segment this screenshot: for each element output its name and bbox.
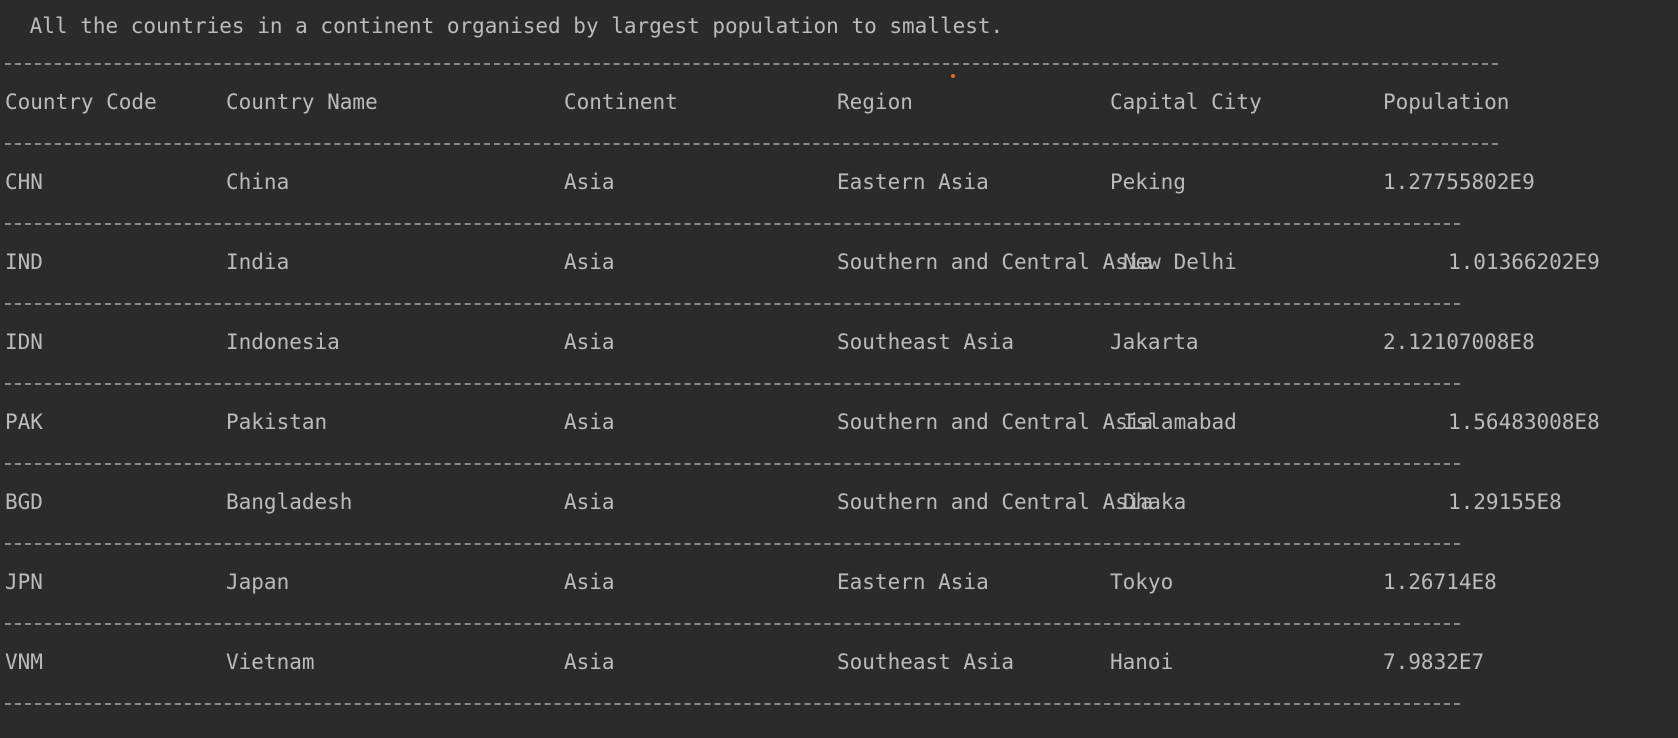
cell-population: 1.56483008E8 [1448,410,1600,434]
caret-marker [951,74,955,78]
cell-continent: Asia [564,570,615,594]
cell-population: 1.01366202E9 [1448,250,1600,274]
cell-country-name: Bangladesh [226,490,353,514]
cell-population: 1.26714E8 [1383,570,1497,594]
header-country-name: Country Name [226,90,378,114]
cell-continent: Asia [564,250,615,274]
cell-country-name: Indonesia [226,330,340,354]
cell-region: Southeast Asia [837,650,1015,674]
cell-country-code: JPN [5,570,43,594]
cell-capital-city: Dhaka [1123,490,1187,514]
cell-region: Southern and Central Asia [837,490,1154,514]
header-country-code: Country Code [5,90,157,114]
cell-population: 1.29155E8 [1448,490,1562,514]
cell-region: Eastern Asia [837,570,989,594]
cell-country-name: China [226,170,290,194]
separator-line [5,383,1460,385]
cell-country-name: Pakistan [226,410,328,434]
header-continent: Continent [564,90,678,114]
cell-country-name: Vietnam [226,650,315,674]
header-region: Region [837,90,913,114]
separator-line [5,463,1460,465]
cell-country-code: VNM [5,650,43,674]
cell-continent: Asia [564,650,615,674]
cell-population: 7.9832E7 [1383,650,1485,674]
cell-population: 2.12107008E8 [1383,330,1535,354]
cell-continent: Asia [564,490,615,514]
cell-country-code: PAK [5,410,43,434]
separator-line [5,303,1460,305]
cell-country-code: IDN [5,330,43,354]
cell-capital-city: Islamabad [1123,410,1237,434]
output-heading: All the countries in a continent organis… [17,14,1004,38]
separator-line [5,63,1498,65]
separator-line [5,223,1460,225]
separator-line [5,143,1498,145]
cell-region: Southern and Central Asia [837,250,1154,274]
cell-population: 1.27755802E9 [1383,170,1535,194]
separator-line [5,543,1460,545]
cell-capital-city: Peking [1110,170,1186,194]
header-capital-city: Capital City [1110,90,1262,114]
cell-country-code: CHN [5,170,43,194]
cell-capital-city: Hanoi [1110,650,1174,674]
cell-region: Southern and Central Asia [837,410,1154,434]
cell-country-code: IND [5,250,43,274]
separator-line [5,623,1460,625]
cell-country-name: Japan [226,570,290,594]
header-population: Population [1383,90,1510,114]
cell-region: Southeast Asia [837,330,1015,354]
cell-continent: Asia [564,170,615,194]
cell-continent: Asia [564,330,615,354]
cell-country-name: India [226,250,290,274]
cell-continent: Asia [564,410,615,434]
cell-country-code: BGD [5,490,43,514]
cell-capital-city: Jakarta [1110,330,1199,354]
cell-capital-city: New Delhi [1123,250,1237,274]
separator-line [5,703,1460,705]
cell-region: Eastern Asia [837,170,989,194]
cell-capital-city: Tokyo [1110,570,1174,594]
